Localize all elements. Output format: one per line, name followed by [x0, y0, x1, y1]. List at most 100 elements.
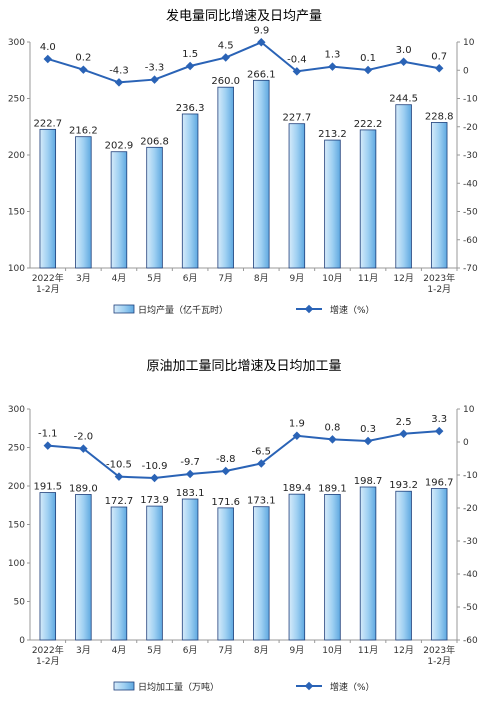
- bar: [181, 498, 199, 641]
- chart-1: 发电量同比增速及日均产量300250200150100100-10-20-30-…: [8, 8, 478, 316]
- line-point: [328, 435, 337, 444]
- left-tick-label: 150: [8, 208, 25, 218]
- line-point: [43, 441, 53, 450]
- bar-value-label: 198.7: [354, 476, 383, 487]
- bar: [181, 113, 199, 269]
- bar: [395, 104, 412, 269]
- bar-value-label: 206.8: [140, 136, 169, 147]
- left-tick-label: 100: [8, 559, 25, 569]
- bar: [430, 488, 448, 641]
- line-point: [150, 473, 159, 483]
- line-value-label: 0.3: [360, 424, 376, 435]
- line-value-label: 0.2: [75, 53, 91, 64]
- right-tick-label: -10: [463, 95, 478, 105]
- x-tick-label: 3月: [76, 645, 91, 656]
- line-point: [292, 67, 302, 76]
- right-tick-label: 10: [463, 38, 475, 48]
- right-tick-label: -50: [463, 208, 478, 218]
- bar-value-label: 227.7: [283, 113, 312, 124]
- bar: [146, 146, 163, 269]
- line-value-label: -3.3: [145, 63, 165, 74]
- line-point: [257, 459, 266, 468]
- line-point: [185, 61, 195, 71]
- bar-value-label: 216.2: [69, 126, 98, 137]
- line-value-label: 0.1: [360, 53, 376, 64]
- bar: [75, 136, 92, 269]
- right-tick-label: -50: [463, 603, 478, 613]
- bar: [253, 506, 270, 641]
- right-tick-label: -70: [463, 264, 478, 274]
- line-point: [79, 444, 88, 453]
- x-tick-label: 2022年 1-2月: [32, 644, 64, 667]
- left-tick-label: 250: [8, 444, 25, 454]
- line-point: [221, 466, 230, 476]
- legend-bar-swatch: [113, 304, 135, 314]
- legend-line-marker: [304, 304, 314, 314]
- left-tick-label: 100: [8, 264, 25, 274]
- line-value-label: -0.4: [287, 54, 307, 65]
- bar-value-label: 173.1: [247, 496, 276, 507]
- bar: [288, 493, 306, 641]
- chart-title: 原油加工量同比增速及日均加工量: [146, 359, 341, 374]
- left-tick-label: 150: [8, 521, 25, 531]
- x-tick-label: 5月: [147, 273, 162, 284]
- line-point: [257, 38, 266, 47]
- right-tick-label: -40: [463, 179, 478, 189]
- line-value-label: -1.1: [38, 429, 58, 440]
- line-point: [221, 53, 230, 62]
- bar-value-label: 189.4: [283, 483, 312, 494]
- line-point: [150, 75, 159, 84]
- line-point: [43, 54, 53, 64]
- line-value-label: 3.3: [431, 414, 447, 425]
- line-value-label: 9.9: [253, 25, 269, 36]
- bar-value-label: 236.3: [176, 103, 205, 114]
- line-point: [328, 62, 337, 71]
- x-tick-label: 2023年 1-2月: [423, 272, 455, 295]
- line-value-label: -10.5: [106, 460, 132, 471]
- line-value-label: 1.3: [325, 50, 341, 61]
- x-tick-label: 8月: [254, 645, 269, 656]
- right-tick-label: -30: [463, 537, 478, 547]
- line-point: [363, 436, 373, 446]
- bar: [39, 128, 57, 269]
- x-tick-label: 2022年 1-2月: [32, 272, 64, 295]
- right-tick-label: 10: [463, 405, 475, 415]
- right-tick-label: -30: [463, 151, 478, 161]
- bar: [324, 493, 341, 641]
- left-tick-label: 0: [19, 636, 25, 646]
- bar: [253, 79, 270, 269]
- x-tick-label: 4月: [112, 645, 127, 656]
- bar: [217, 507, 234, 641]
- x-tick-label: 4月: [112, 273, 127, 284]
- bar: [430, 122, 448, 269]
- bar-value-label: 171.6: [211, 497, 240, 508]
- bar: [359, 129, 377, 269]
- bar-value-label: 222.2: [354, 119, 383, 130]
- legend: 日均加工量（万吨） 增速（%）: [113, 681, 375, 693]
- bar-value-label: 173.9: [140, 495, 169, 506]
- line-value-label: -6.5: [252, 446, 272, 457]
- line-point: [434, 426, 444, 436]
- bar: [359, 486, 377, 641]
- bar: [217, 86, 234, 269]
- left-tick-label: 50: [14, 598, 26, 608]
- bar-value-label: 172.7: [105, 496, 134, 507]
- x-tick-label: 12月: [393, 645, 413, 656]
- bar-value-label: 196.7: [425, 478, 454, 489]
- right-tick-label: -60: [463, 636, 478, 646]
- right-tick-label: -10: [463, 471, 478, 481]
- x-tick-label: 10月: [322, 645, 342, 656]
- line-value-label: 4.5: [218, 41, 234, 52]
- bar-value-label: 222.7: [33, 118, 62, 129]
- bar-value-label: 213.2: [318, 129, 347, 140]
- bar-value-label: 228.8: [425, 111, 454, 122]
- right-tick-label: -20: [463, 504, 478, 514]
- bar-value-label: 266.1: [247, 69, 276, 80]
- line-point: [114, 472, 124, 481]
- right-tick-label: -40: [463, 570, 478, 580]
- x-tick-label: 7月: [218, 273, 233, 284]
- legend: 日均产量（亿千瓦时） 增速（%）: [113, 304, 375, 316]
- bar: [110, 506, 128, 641]
- legend-bar-label: 日均产量（亿千瓦时）: [138, 304, 228, 316]
- bar-value-label: 202.9: [105, 141, 134, 152]
